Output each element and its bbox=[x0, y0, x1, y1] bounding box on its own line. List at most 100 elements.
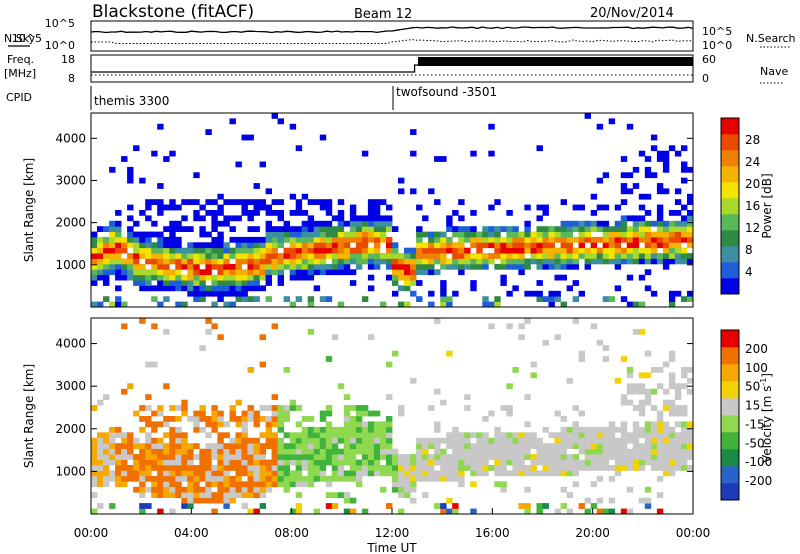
heatmap-cell bbox=[259, 448, 266, 455]
heatmap-cell bbox=[392, 226, 399, 232]
heatmap-cell bbox=[121, 432, 128, 439]
heatmap-cell bbox=[398, 285, 405, 292]
heatmap-cell bbox=[512, 226, 519, 232]
heatmap-cell bbox=[145, 215, 152, 222]
heatmap-cell bbox=[91, 258, 98, 265]
power-colorbar-label: Power [dB] bbox=[760, 173, 774, 238]
heatmap-cell bbox=[506, 290, 513, 297]
heatmap-cell bbox=[223, 503, 230, 509]
heatmap-cell bbox=[229, 416, 236, 422]
heatmap-cell bbox=[253, 421, 260, 428]
heatmap-cell bbox=[355, 426, 363, 433]
heatmap-cell bbox=[121, 242, 128, 249]
heatmap-cell bbox=[157, 492, 164, 498]
heatmap-cell bbox=[373, 448, 381, 455]
heatmap-cell bbox=[145, 465, 152, 471]
heatmap-cell bbox=[163, 470, 170, 477]
heatmap-cell bbox=[163, 236, 170, 243]
heatmap-cell bbox=[410, 497, 417, 504]
heatmap-cell bbox=[109, 437, 116, 444]
heatmap-cell bbox=[638, 328, 646, 335]
heatmap-cell bbox=[422, 465, 429, 471]
heatmap-cell bbox=[157, 405, 164, 411]
colorbar-swatch bbox=[721, 415, 739, 433]
heatmap-cell bbox=[482, 226, 489, 232]
x-tick-label: 08:00 bbox=[274, 526, 309, 540]
heatmap-cell bbox=[181, 503, 188, 509]
heatmap-cell bbox=[169, 285, 176, 292]
heatmap-cell bbox=[392, 475, 399, 482]
heatmap-cell bbox=[229, 236, 236, 243]
heatmap-cell bbox=[295, 145, 303, 152]
heatmap-cell bbox=[343, 508, 351, 515]
colorbar-swatch bbox=[721, 381, 739, 399]
heatmap-cell bbox=[596, 253, 604, 259]
heatmap-cell bbox=[115, 475, 122, 482]
heatmap-cell bbox=[163, 416, 170, 422]
heatmap-cell bbox=[241, 470, 248, 477]
heatmap-cell bbox=[494, 301, 501, 308]
heatmap-cell bbox=[530, 465, 537, 471]
heatmap-cell bbox=[470, 242, 477, 249]
heatmap-cell bbox=[217, 481, 224, 488]
heatmap-cell bbox=[632, 383, 640, 390]
velocity-colorbar-swatches bbox=[721, 330, 739, 501]
heatmap-cell bbox=[644, 454, 652, 460]
heatmap-cell bbox=[668, 454, 676, 460]
heatmap-cell bbox=[476, 253, 483, 259]
heatmap-cell bbox=[554, 296, 561, 302]
heatmap-cell bbox=[458, 258, 465, 265]
heatmap-cell bbox=[199, 465, 206, 471]
heatmap-cell bbox=[614, 454, 622, 460]
colorbar-tick-label: 24 bbox=[745, 155, 760, 169]
heatmap-cell bbox=[181, 470, 188, 477]
heatmap-cell bbox=[109, 432, 116, 439]
heatmap-cell bbox=[482, 416, 489, 422]
heatmap-cell bbox=[193, 454, 200, 460]
heatmap-cell bbox=[584, 113, 591, 119]
heatmap-cell bbox=[542, 503, 549, 509]
heatmap-cell bbox=[235, 459, 242, 466]
heatmap-cell bbox=[193, 263, 200, 270]
colorbar-tick-label: 50 bbox=[745, 380, 760, 394]
heatmap-cell bbox=[681, 410, 688, 417]
heatmap-cell bbox=[548, 301, 555, 308]
heatmap-cell bbox=[572, 204, 579, 211]
heatmap-cell bbox=[373, 432, 381, 439]
heatmap-cell bbox=[241, 481, 248, 488]
heatmap-cell bbox=[386, 448, 393, 455]
heatmap-cell bbox=[289, 193, 297, 200]
heatmap-cell bbox=[337, 215, 345, 222]
heatmap-cell bbox=[175, 258, 182, 265]
heatmap-cell bbox=[578, 410, 585, 417]
heatmap-cell bbox=[500, 274, 507, 281]
heatmap-cell bbox=[536, 215, 543, 222]
heatmap-cell bbox=[247, 486, 254, 493]
heatmap-cell bbox=[163, 285, 170, 292]
heatmap-cell bbox=[620, 183, 628, 189]
heatmap-cell bbox=[91, 231, 98, 238]
heatmap-cell bbox=[277, 448, 284, 455]
heatmap-cell bbox=[398, 454, 405, 460]
heatmap-cell bbox=[91, 263, 98, 270]
heatmap-cell bbox=[139, 470, 146, 477]
heatmap-cell bbox=[199, 231, 206, 238]
heatmap-cell bbox=[169, 405, 176, 411]
heatmap-cell bbox=[187, 263, 194, 270]
heatmap-cell bbox=[681, 432, 688, 439]
heatmap-cell bbox=[650, 421, 658, 428]
heatmap-cell bbox=[506, 258, 513, 265]
heatmap-cell bbox=[253, 263, 260, 270]
heatmap-cell bbox=[145, 361, 152, 368]
heatmap-cell bbox=[681, 258, 688, 265]
heatmap-cell bbox=[428, 405, 435, 411]
heatmap-cell bbox=[349, 508, 357, 515]
heatmap-cell bbox=[259, 253, 266, 259]
heatmap-cell bbox=[620, 247, 628, 254]
heatmap-cell bbox=[554, 258, 561, 265]
heatmap-cell bbox=[644, 421, 652, 428]
heatmap-cell bbox=[223, 199, 230, 205]
heatmap-cell bbox=[103, 448, 110, 455]
heatmap-cell bbox=[277, 465, 284, 471]
heatmap-cell bbox=[566, 226, 573, 232]
